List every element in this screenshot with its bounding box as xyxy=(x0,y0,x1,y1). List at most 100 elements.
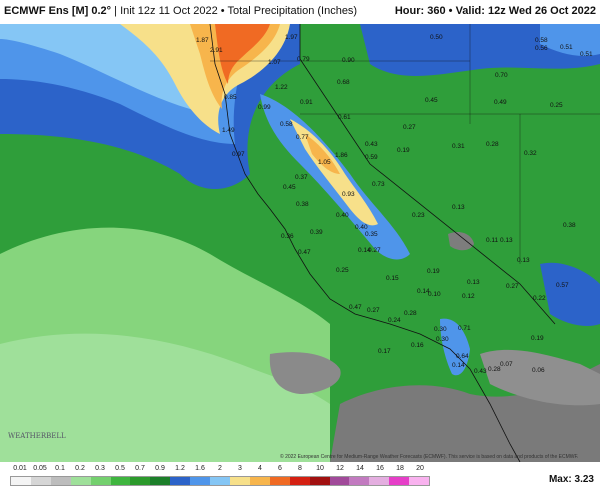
header-right: Hour: 360 • Valid: 12z Wed 26 Oct 2022 xyxy=(394,5,596,17)
precip-value-label: 0.27 xyxy=(368,247,381,254)
precip-value-label: 0.19 xyxy=(531,335,544,342)
precip-value-label: 0.47 xyxy=(298,249,311,256)
precip-value-label: 0.19 xyxy=(427,268,440,275)
precip-value-label: 0.68 xyxy=(337,79,350,86)
legend-swatch xyxy=(309,477,330,485)
precip-value-label: 0.91 xyxy=(300,99,313,106)
map-header: ECMWF Ens [M] 0.2° | Init 12z 11 Oct 202… xyxy=(0,0,600,24)
value-labels: 1.872.911.971.07 0.79 0.900.50 0.580.56 0.51… xyxy=(196,34,593,375)
legend-swatch xyxy=(329,477,350,485)
east-blue-patch xyxy=(540,262,600,326)
precip-value-label: 0.15 xyxy=(386,275,399,282)
precip-value-label: 0.30 xyxy=(436,336,449,343)
precip-value-label: 0.50 xyxy=(430,34,443,41)
precip-value-label: 0.10 xyxy=(428,291,441,298)
precip-value-label: 0.45 xyxy=(283,184,296,191)
legend-swatch xyxy=(130,477,151,485)
precip-value-label: 0.58 xyxy=(535,37,548,44)
precip-value-label: 0.71 xyxy=(458,325,471,332)
precip-value-label: 0.93 xyxy=(342,191,355,198)
legend-ticks: 0.01 0.05 0.1 0.2 0.3 0.5 0.7 0.9 1.2 1.6 2 3 4 6 8 10 1… xyxy=(10,465,430,475)
legend-swatch xyxy=(349,477,370,485)
precip-value-label: 0.77 xyxy=(296,134,309,141)
model-name: ECMWF Ens [M] 0.2° xyxy=(4,5,112,17)
legend-swatch xyxy=(70,477,91,485)
precip-value-label: 0.07 xyxy=(500,361,513,368)
precip-value-label: 0.25 xyxy=(550,102,563,109)
weatherbell-logo: WEATHERBELL xyxy=(8,432,66,440)
precip-value-label: 0.51 xyxy=(560,44,573,51)
precip-value-label: 0.13 xyxy=(517,257,530,264)
gray-patch-west xyxy=(269,352,341,394)
precip-value-label: 0.23 xyxy=(412,212,425,219)
precip-value-label: 0.58 xyxy=(280,121,293,128)
field-name: • Total Precipitation (Inches) xyxy=(220,5,358,17)
legend-tick-label: 6 xyxy=(278,465,282,472)
state-border xyxy=(299,24,556,325)
precip-value-label: 0.43 xyxy=(365,141,378,148)
precip-value-label: 1.07 xyxy=(268,59,281,66)
precip-value-label: 1.87 xyxy=(196,37,209,44)
precip-value-label: 0.35 xyxy=(365,231,378,238)
gray-patch-southeast xyxy=(480,349,600,406)
precip-value-label: 0.14 xyxy=(417,288,430,295)
legend-swatch xyxy=(249,477,270,485)
precip-value-label: 0.19 xyxy=(397,147,410,154)
valid-time: Valid: 12z Wed 26 Oct 2022 xyxy=(455,5,596,17)
legend-tick-label: 0.3 xyxy=(95,465,105,472)
precip-value-label: 0.38 xyxy=(296,201,309,208)
precip-value-label: 0.17 xyxy=(378,348,391,355)
legend-tick-label: 14 xyxy=(356,465,364,472)
copyright-text: © 2022 European Centre for Medium-Range … xyxy=(280,454,579,460)
gray-patch-inland xyxy=(448,232,474,251)
border-lines xyxy=(210,24,600,264)
legend-tick-label: 3 xyxy=(238,465,242,472)
precip-value-label: 0.24 xyxy=(388,317,401,324)
legend-tick-label: 0.7 xyxy=(135,465,145,472)
legend-tick-label: 0.2 xyxy=(75,465,85,472)
color-legend: 0.01 0.05 0.1 0.2 0.3 0.5 0.7 0.9 1.2 1.6 2 3 4 6 8 10 1… xyxy=(0,462,600,493)
legend-tick-label: 18 xyxy=(396,465,404,472)
precip-value-label: 0.40 xyxy=(355,224,368,231)
legend-swatch xyxy=(170,477,191,485)
precip-value-label: 0.14 xyxy=(358,247,371,254)
legend-swatch xyxy=(110,477,131,485)
precip-value-label: 0.28 xyxy=(486,141,499,148)
precip-value-label: 0.43 xyxy=(474,368,487,375)
precip-value-label: 0.30 xyxy=(434,326,447,333)
precip-value-label: 0.99 xyxy=(258,104,271,111)
legend-swatch xyxy=(369,477,390,485)
precip-value-label: 0.56 xyxy=(535,45,548,52)
precip-value-label: 0.70 xyxy=(495,72,508,79)
precip-value-label: 0.47 xyxy=(349,304,362,311)
precip-value-label: 0.28 xyxy=(404,310,417,317)
legend-swatch xyxy=(190,477,211,485)
precip-value-label: 0.59 xyxy=(365,154,378,161)
precip-value-label: 0.45 xyxy=(425,97,438,104)
precip-value-label: 0.37 xyxy=(295,174,308,181)
precip-value-label: 0.49 xyxy=(494,99,507,106)
legend-tick-label: 8 xyxy=(298,465,302,472)
legend-tick-label: 1.2 xyxy=(175,465,185,472)
legend-tick-label: 10 xyxy=(316,465,324,472)
coastline xyxy=(209,23,521,463)
legend-tick-label: 0.1 xyxy=(55,465,65,472)
legend-tick-label: 1.6 xyxy=(195,465,205,472)
legend-swatch xyxy=(269,477,290,485)
precip-value-label: 0.97 xyxy=(232,151,245,158)
precip-value-label: 0.13 xyxy=(452,204,465,211)
precip-value-label: 0.61 xyxy=(338,114,351,121)
precipitation-map: 1.87 2.91 1.97 1.07 0.79 0.90 0.50 0.58 0.56 0.51… xyxy=(0,23,600,463)
precip-value-label: 2.91 xyxy=(210,47,223,54)
precip-value-label: 0.36 xyxy=(281,233,294,240)
precip-value-label: 0.16 xyxy=(411,342,424,349)
precip-value-label: 0.11 xyxy=(486,237,499,244)
precip-value-label: 0.85 xyxy=(224,94,237,101)
precip-value-label: 0.31 xyxy=(452,143,465,150)
north-red-core xyxy=(215,24,270,84)
legend-swatch xyxy=(409,477,430,485)
precip-value-label: 1.49 xyxy=(222,127,235,134)
precip-value-label: 0.90 xyxy=(342,57,355,64)
precip-value-label: 0.27 xyxy=(506,283,519,290)
